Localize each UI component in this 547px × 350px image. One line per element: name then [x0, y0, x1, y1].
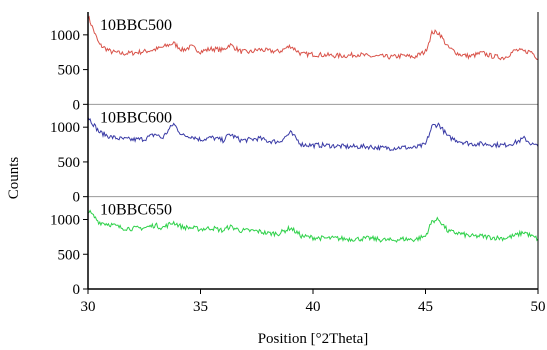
y-tick-label: 500 — [58, 155, 81, 171]
y-tick-label: 0 — [73, 282, 81, 298]
x-tick-label: 30 — [81, 299, 96, 315]
series-line-10BBC650 — [87, 209, 539, 243]
y-tick-label: 1000 — [50, 28, 80, 44]
x-tick-label: 40 — [306, 299, 321, 315]
panel-1: 0 500 1000 10BBC500 — [50, 15, 539, 113]
y-tick-label: 1000 — [50, 120, 80, 136]
panel-3: 0 500 1000 10BBC650 — [50, 196, 539, 298]
y-tick-label: 500 — [58, 247, 81, 263]
x-tick-label: 35 — [193, 299, 208, 315]
series-label-10BBC650: 10BBC650 — [100, 202, 172, 219]
x-axis: 30 35 40 45 50 — [81, 288, 546, 315]
y-tick-label: 0 — [73, 97, 81, 113]
series-label-10BBC600: 10BBC600 — [100, 109, 172, 126]
y-tick-label: 0 — [73, 190, 81, 206]
x-tick-label: 45 — [418, 299, 433, 315]
series-label-10BBC500: 10BBC500 — [100, 17, 172, 34]
y-tick-label: 1000 — [50, 213, 80, 229]
panel-2: 0 500 1000 10BBC600 — [50, 103, 539, 206]
y-tick-label: 500 — [58, 63, 81, 79]
series-line-10BBC600 — [87, 117, 539, 152]
y-axis-title: Counts — [6, 157, 22, 200]
series-line-10BBC500 — [87, 15, 539, 61]
x-tick-label: 50 — [531, 299, 546, 315]
x-axis-title: Position [°2Theta] — [258, 331, 369, 347]
panels-group: 0 500 1000 10BBC500 0 500 1000 10BBC600 0 500 1000… — [50, 12, 539, 298]
